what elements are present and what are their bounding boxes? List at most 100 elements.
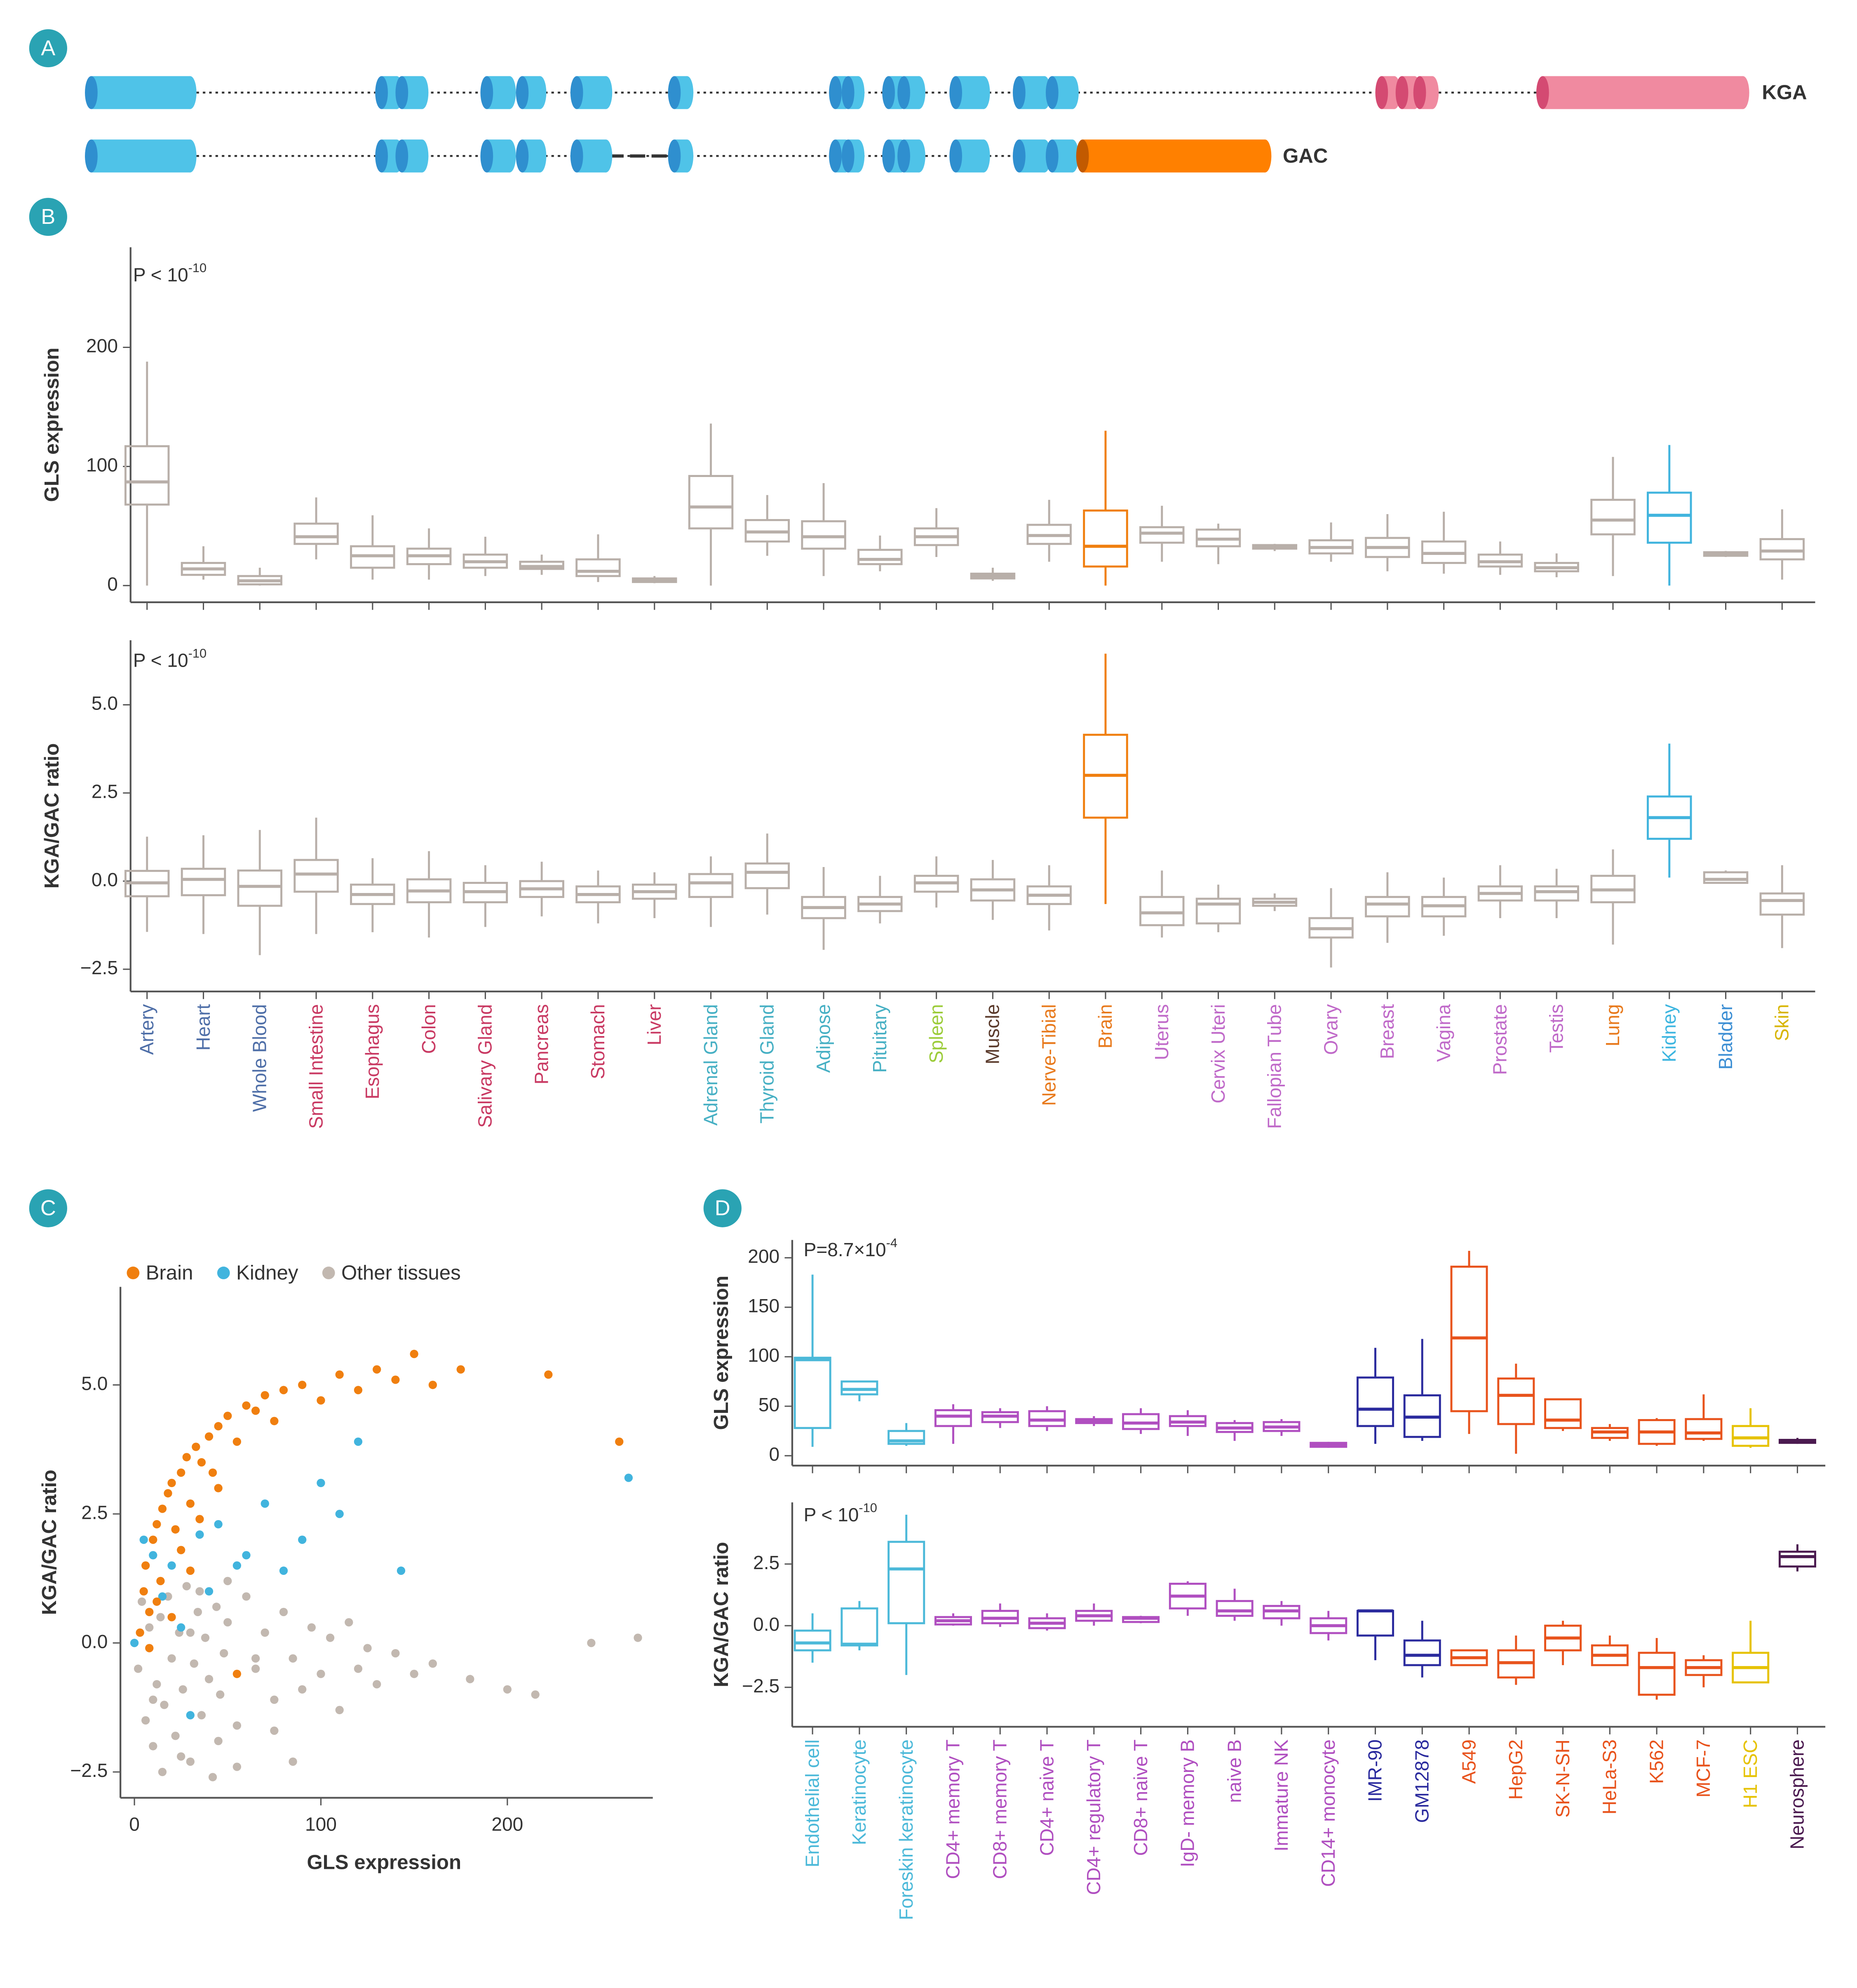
- exon-face: [841, 139, 855, 173]
- point: [232, 1762, 242, 1771]
- exon-face: [395, 76, 408, 109]
- x-tick-label: Breast: [1376, 1004, 1398, 1059]
- point: [153, 1597, 161, 1606]
- point: [270, 1726, 279, 1735]
- legend-marker: [322, 1267, 335, 1279]
- exon-face: [375, 139, 388, 173]
- x-tick-label: CD4+ regulatory T: [1083, 1739, 1104, 1895]
- x-tick-label: Lung: [1602, 1004, 1623, 1047]
- point: [279, 1566, 288, 1575]
- exon-end: [183, 76, 197, 109]
- x-tick-label: Neurosphere: [1787, 1739, 1808, 1849]
- x-tick-label: 200: [491, 1813, 523, 1835]
- y-tick-label: 2.5: [753, 1552, 779, 1573]
- exon-face: [1012, 139, 1026, 173]
- x-tick-label: CD14+ monocyte: [1317, 1739, 1339, 1887]
- exon-face: [375, 76, 388, 109]
- y-tick-label: 2.5: [81, 1502, 108, 1523]
- y-tick-label: 200: [86, 335, 118, 357]
- x-tick-label: Nerve-Tibial: [1038, 1004, 1059, 1106]
- point: [167, 1613, 176, 1621]
- x-tick-label: Testis: [1545, 1004, 1567, 1053]
- x-tick-label: Fallopian Tube: [1264, 1004, 1285, 1129]
- x-tick-label: IgD- memory B: [1177, 1739, 1198, 1867]
- box: [575, 558, 621, 577]
- exon-end: [599, 139, 613, 173]
- point: [177, 1623, 185, 1632]
- exon-face: [1395, 76, 1409, 109]
- x-tick-label: Kidney: [1658, 1004, 1680, 1062]
- exon-end: [533, 139, 547, 173]
- point: [298, 1685, 307, 1694]
- exon-face: [570, 76, 583, 109]
- box: [1139, 896, 1185, 926]
- annotation: P < 10-10: [133, 261, 207, 286]
- legend-label: Brain: [146, 1262, 193, 1284]
- box: [1544, 1398, 1582, 1429]
- x-tick-label: Vagina: [1433, 1004, 1454, 1062]
- x-tick-label: Whole Blood: [249, 1004, 270, 1112]
- panel-label: C: [40, 1196, 56, 1220]
- annotation-text: P < 10: [133, 264, 188, 286]
- x-tick-label: Thyroid Gland: [756, 1004, 778, 1124]
- x-tick-label: 0: [129, 1813, 140, 1835]
- y-tick-label: 100: [86, 454, 118, 476]
- point: [223, 1412, 232, 1420]
- point: [139, 1535, 148, 1544]
- x-tick-label: Uterus: [1151, 1004, 1172, 1060]
- point: [208, 1773, 217, 1781]
- point: [186, 1499, 195, 1508]
- point: [307, 1623, 316, 1632]
- exon: [91, 139, 190, 173]
- point: [195, 1587, 204, 1596]
- exon-face: [480, 139, 493, 173]
- point: [317, 1670, 325, 1678]
- point: [190, 1659, 198, 1668]
- point: [363, 1644, 372, 1652]
- exon-face: [1045, 139, 1059, 173]
- point: [208, 1468, 217, 1477]
- panel-badge: [703, 1189, 742, 1227]
- exon-face: [516, 76, 529, 109]
- point: [242, 1592, 251, 1601]
- panel-badge: [29, 1189, 67, 1227]
- exon-end: [681, 76, 694, 109]
- box: [1590, 498, 1636, 536]
- exon-end: [416, 139, 429, 173]
- point: [149, 1742, 157, 1751]
- point: [186, 1628, 195, 1637]
- point: [149, 1551, 157, 1560]
- point: [156, 1613, 165, 1621]
- x-tick-label: naive B: [1223, 1739, 1245, 1803]
- point: [136, 1628, 144, 1637]
- box: [1732, 1425, 1770, 1447]
- point: [326, 1633, 335, 1642]
- exon-face: [1012, 76, 1026, 109]
- point: [397, 1566, 406, 1575]
- box: [1403, 1639, 1441, 1666]
- x-tick-label: Liver: [643, 1004, 665, 1046]
- point: [317, 1396, 325, 1405]
- point: [186, 1711, 195, 1720]
- exon-face: [841, 76, 855, 109]
- point: [220, 1649, 228, 1658]
- point: [232, 1670, 242, 1678]
- y-axis-label: KGA/GAC ratio: [710, 1542, 732, 1687]
- annotation-text: P=8.7×10: [804, 1239, 886, 1260]
- point: [141, 1716, 150, 1725]
- exon-end: [1426, 76, 1439, 109]
- exon-face: [668, 139, 681, 173]
- exon-end: [1066, 76, 1079, 109]
- y-tick-label: 150: [748, 1295, 779, 1316]
- exon-face: [1045, 76, 1059, 109]
- annotation-text: P < 10: [133, 650, 188, 671]
- point: [345, 1618, 353, 1627]
- point: [317, 1478, 325, 1487]
- x-tick-label: Immature NK: [1270, 1739, 1292, 1852]
- x-tick-label: Pancreas: [531, 1004, 552, 1085]
- point: [214, 1422, 223, 1431]
- box: [1356, 1610, 1394, 1637]
- y-tick-label: 200: [748, 1245, 779, 1267]
- point: [279, 1607, 288, 1617]
- point: [354, 1437, 363, 1446]
